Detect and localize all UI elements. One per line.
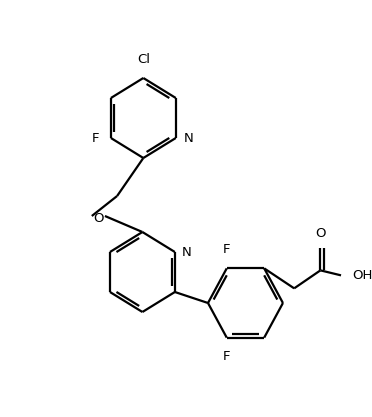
Text: N: N [182,246,191,259]
Text: Cl: Cl [137,53,150,66]
Text: OH: OH [352,269,372,282]
Text: F: F [92,131,100,145]
Text: O: O [315,227,326,240]
Text: O: O [93,211,104,224]
Text: N: N [183,131,193,145]
Text: F: F [223,349,231,363]
Text: F: F [223,244,231,256]
